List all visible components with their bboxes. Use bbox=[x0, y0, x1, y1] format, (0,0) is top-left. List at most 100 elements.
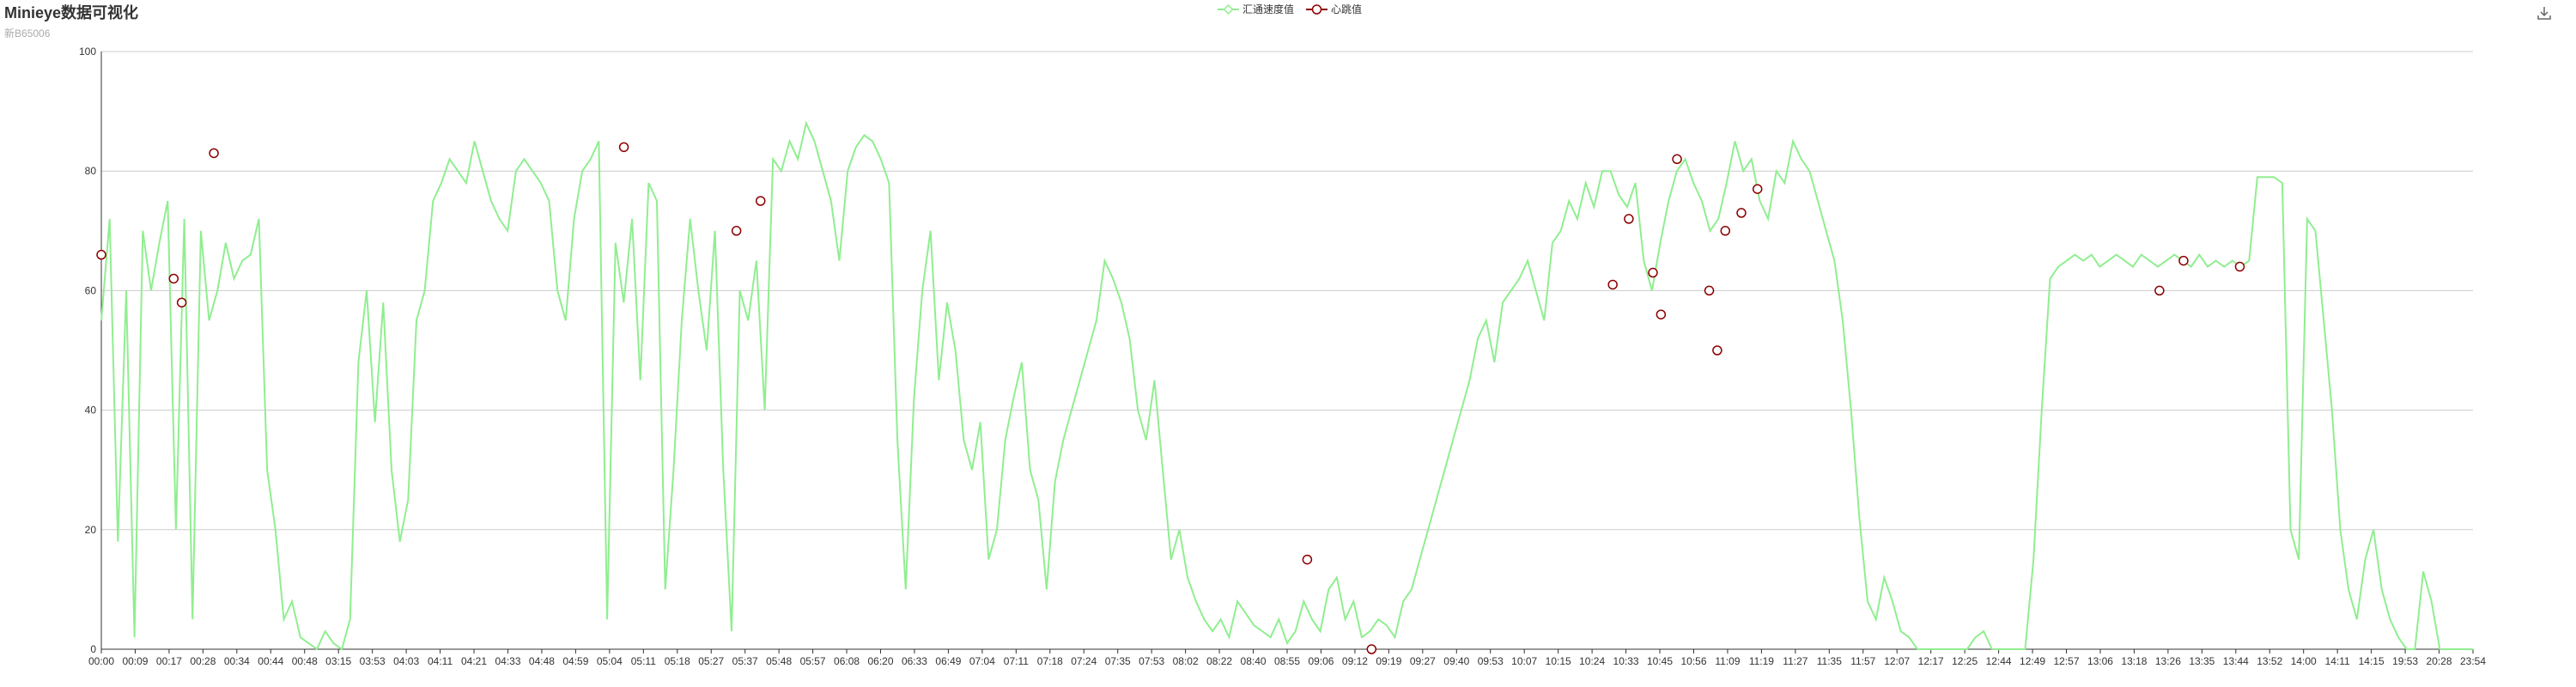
x-tick-label: 05:18 bbox=[665, 655, 690, 667]
x-tick-label: 14:11 bbox=[2325, 655, 2350, 667]
heartbeat-point bbox=[1607, 279, 1618, 290]
x-tick-label: 12:57 bbox=[2053, 655, 2079, 667]
x-tick-label: 11:27 bbox=[1783, 655, 1807, 667]
x-tick-label: 09:27 bbox=[1410, 655, 1436, 667]
heartbeat-point bbox=[209, 148, 219, 159]
x-tick-label: 10:33 bbox=[1613, 655, 1639, 667]
y-tick-label: 40 bbox=[85, 404, 97, 416]
heartbeat-point bbox=[618, 142, 629, 153]
x-tick-label: 19:53 bbox=[2392, 655, 2418, 667]
x-tick-label: 14:15 bbox=[2359, 655, 2385, 667]
heartbeat-point bbox=[1624, 214, 1634, 224]
x-tick-label: 13:06 bbox=[2087, 655, 2113, 667]
x-tick-label: 11:19 bbox=[1749, 655, 1774, 667]
x-tick-label: 13:35 bbox=[2189, 655, 2215, 667]
heartbeat-point bbox=[731, 226, 742, 236]
heartbeat-point bbox=[1720, 226, 1731, 236]
x-tick-label: 12:25 bbox=[1952, 655, 1978, 667]
x-tick-label: 08:22 bbox=[1206, 655, 1232, 667]
x-tick-label: 05:48 bbox=[766, 655, 792, 667]
x-tick-label: 13:18 bbox=[2121, 655, 2147, 667]
heartbeat-point bbox=[1752, 184, 1763, 194]
x-tick-label: 09:12 bbox=[1342, 655, 1368, 667]
x-tick-label: 13:52 bbox=[2257, 655, 2282, 667]
x-tick-label: 08:40 bbox=[1241, 655, 1267, 667]
legend-label-heartbeat: 心跳值 bbox=[1331, 3, 1363, 15]
x-tick-label: 04:48 bbox=[529, 655, 555, 667]
x-tick-label: 00:17 bbox=[156, 655, 182, 667]
x-tick-label: 06:20 bbox=[867, 655, 893, 667]
x-tick-label: 10:56 bbox=[1680, 655, 1706, 667]
heartbeat-point bbox=[1712, 345, 1722, 356]
heartbeat-point bbox=[176, 297, 187, 308]
x-tick-label: 07:24 bbox=[1071, 655, 1097, 667]
x-tick-label: 04:03 bbox=[393, 655, 419, 667]
x-tick-label: 03:53 bbox=[360, 655, 386, 667]
heartbeat-point bbox=[1736, 208, 1747, 218]
heartbeat-point bbox=[1672, 154, 1682, 165]
x-tick-label: 07:53 bbox=[1139, 655, 1164, 667]
x-tick-label: 05:57 bbox=[800, 655, 826, 667]
x-tick-label: 10:07 bbox=[1511, 655, 1537, 667]
x-tick-label: 12:07 bbox=[1884, 655, 1910, 667]
x-tick-label: 04:21 bbox=[461, 655, 487, 667]
x-tick-label: 05:11 bbox=[631, 655, 656, 667]
heartbeat-point bbox=[1648, 267, 1658, 278]
x-tick-label: 05:04 bbox=[597, 655, 623, 667]
x-tick-label: 05:27 bbox=[698, 655, 724, 667]
legend-item-speed[interactable]: 汇通速度值 bbox=[1218, 2, 1294, 16]
x-tick-label: 00:34 bbox=[224, 655, 250, 667]
x-tick-label: 00:28 bbox=[190, 655, 216, 667]
heartbeat-point bbox=[1366, 644, 1377, 654]
y-tick-label: 20 bbox=[85, 524, 97, 536]
x-axis: 00:00 00:09 00:17 00:28 00:34 00:44 00:48 03:15… bbox=[88, 649, 2486, 667]
x-tick-label: 06:08 bbox=[834, 655, 860, 667]
x-tick-label: 00:09 bbox=[122, 655, 148, 667]
x-tick-label: 14:00 bbox=[2291, 655, 2317, 667]
heartbeat-point bbox=[96, 249, 106, 260]
x-tick-label: 06:33 bbox=[902, 655, 927, 667]
heartbeat-point bbox=[2178, 255, 2189, 266]
x-tick-label: 04:11 bbox=[428, 655, 453, 667]
series-speed-line bbox=[100, 120, 2473, 651]
legend-item-heartbeat[interactable]: 心跳值 bbox=[1306, 2, 1362, 16]
heartbeat-point bbox=[1656, 309, 1667, 319]
x-tick-label: 10:15 bbox=[1546, 655, 1571, 667]
download-icon[interactable] bbox=[2537, 5, 2552, 25]
x-tick-label: 08:02 bbox=[1173, 655, 1199, 667]
circle-icon bbox=[1306, 3, 1328, 15]
x-tick-label: 07:35 bbox=[1105, 655, 1131, 667]
x-tick-label: 12:44 bbox=[1986, 655, 2012, 667]
x-tick-label: 23:54 bbox=[2460, 655, 2486, 667]
x-tick-label: 06:49 bbox=[935, 655, 961, 667]
x-tick-label: 20:28 bbox=[2427, 655, 2452, 667]
x-tick-label: 07:18 bbox=[1037, 655, 1063, 667]
x-tick-label: 07:04 bbox=[969, 655, 995, 667]
heartbeat-point bbox=[168, 273, 179, 284]
x-tick-label: 04:59 bbox=[562, 655, 588, 667]
x-tick-label: 12:49 bbox=[2020, 655, 2045, 667]
x-tick-label: 00:00 bbox=[88, 655, 114, 667]
series-heartbeat bbox=[96, 142, 2245, 654]
y-tick-label: 0 bbox=[90, 643, 96, 655]
heartbeat-point bbox=[1302, 554, 1313, 565]
heartbeat-point bbox=[755, 196, 766, 206]
grid-lines bbox=[101, 51, 2473, 650]
x-tick-label: 09:40 bbox=[1443, 655, 1469, 667]
x-tick-label: 11:35 bbox=[1817, 655, 1842, 667]
heartbeat-point bbox=[2234, 261, 2245, 272]
x-tick-label: 12:17 bbox=[1918, 655, 1944, 667]
heartbeat-point bbox=[1704, 285, 1715, 296]
x-tick-label: 10:45 bbox=[1647, 655, 1673, 667]
y-tick-label: 60 bbox=[85, 284, 97, 296]
x-tick-label: 13:44 bbox=[2223, 655, 2249, 667]
x-tick-label: 09:53 bbox=[1478, 655, 1504, 667]
chart-subtitle: 新B65006 bbox=[4, 27, 51, 40]
legend: 汇通速度值 心跳值 bbox=[1218, 2, 1374, 16]
legend-label-speed: 汇通速度值 bbox=[1242, 3, 1295, 15]
x-tick-label: 09:06 bbox=[1308, 655, 1334, 667]
y-axis: 0 20 40 60 80 100 bbox=[79, 46, 102, 655]
x-tick-label: 04:33 bbox=[495, 655, 520, 667]
x-tick-label: 07:11 bbox=[1004, 655, 1029, 667]
